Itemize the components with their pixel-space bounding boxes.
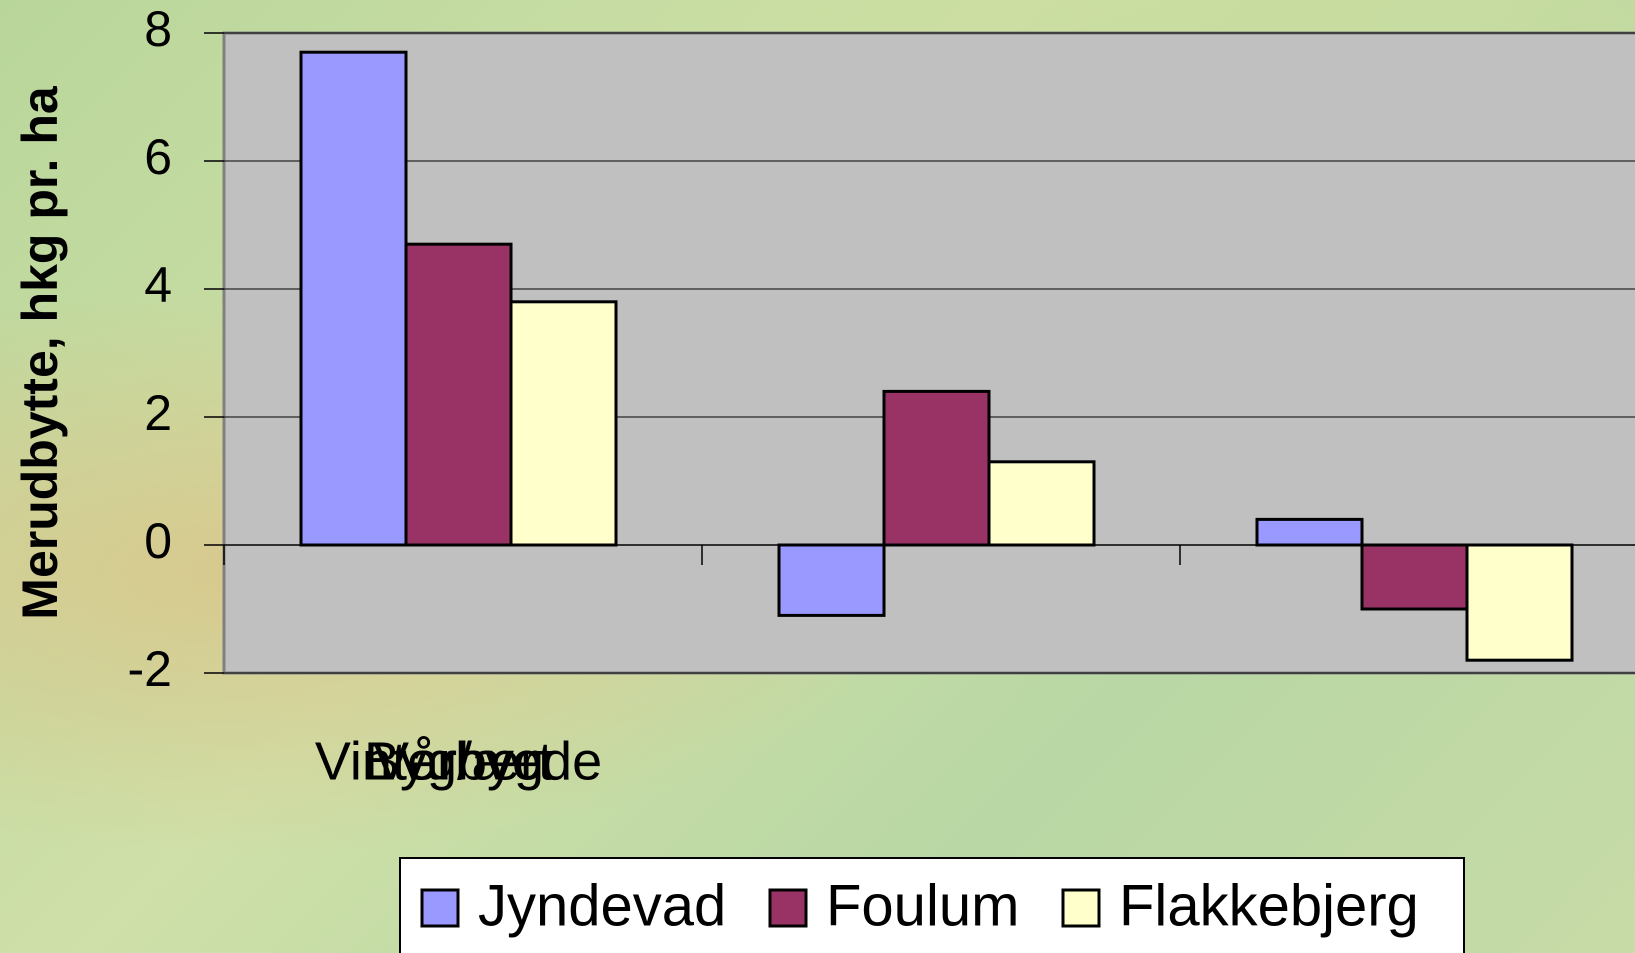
y-tick-label: 4 <box>144 257 172 313</box>
x-tick-label: Byg/ært <box>364 731 553 791</box>
bar <box>1360 543 1469 611</box>
y-tick-label: 2 <box>144 385 172 441</box>
y-tick-label: 8 <box>144 1 172 57</box>
bar <box>299 50 408 547</box>
bar <box>777 543 886 617</box>
y-axis-label: Merudbytte, hkg pr. ha <box>12 85 68 620</box>
legend-label: Jyndevad <box>478 873 726 938</box>
bar <box>404 242 513 547</box>
y-tick-label: 6 <box>144 129 172 185</box>
legend-label: Flakkebjerg <box>1119 873 1419 938</box>
x-tick-label: Vårbyg <box>373 731 544 791</box>
bar <box>987 460 1096 547</box>
legend-swatch <box>420 888 460 928</box>
bar <box>1465 543 1574 662</box>
bar <box>1255 517 1364 547</box>
legend-swatch <box>768 888 808 928</box>
y-tick-label: 0 <box>144 513 172 569</box>
bar <box>509 300 618 547</box>
y-tick-label: -2 <box>128 641 172 697</box>
x-tick-label: Vinterhvede <box>315 731 602 791</box>
legend-label: Foulum <box>826 873 1019 938</box>
legend-swatch <box>1061 888 1101 928</box>
legend-box <box>399 857 1465 953</box>
bar <box>882 389 991 547</box>
